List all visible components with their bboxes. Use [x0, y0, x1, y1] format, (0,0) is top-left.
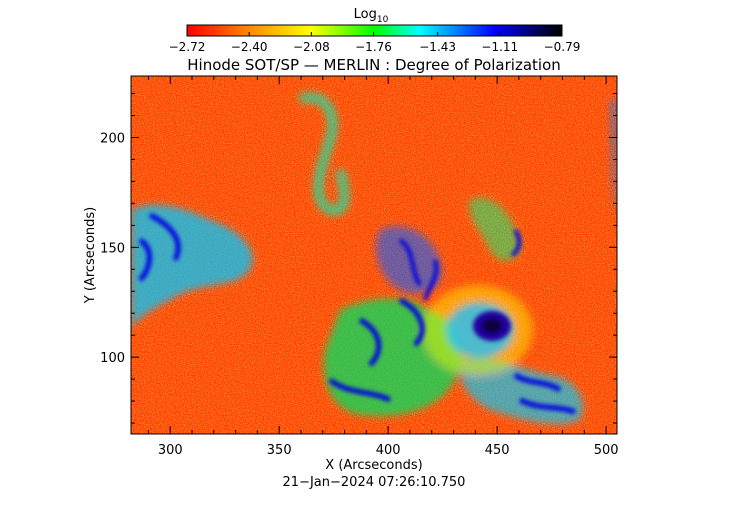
colorbar-ticks: −2.72 −2.40 −2.08 −1.76 −1.43 −1.11 −0.79	[169, 32, 581, 54]
colorbar	[186, 24, 563, 37]
y-tick-label: 100	[100, 351, 125, 366]
polarization-map	[131, 76, 617, 434]
colorbar-tick-label: −1.76	[355, 40, 392, 54]
x-axis-label: X (Arcseconds)	[325, 458, 422, 473]
x-tick-label: 350	[267, 443, 292, 458]
x-tick-label: 300	[158, 443, 183, 458]
colorbar-tick-label: −2.08	[293, 40, 330, 54]
colorbar-tick-label: −2.40	[231, 40, 268, 54]
x-tick-label: 450	[485, 443, 510, 458]
colorbar-tick-label: −2.72	[169, 40, 206, 54]
y-axis-ticks: 100 150 200	[100, 93, 617, 424]
x-tick-label: 400	[376, 443, 401, 458]
timestamp: 21−Jan−2024 07:26:10.750	[283, 475, 466, 490]
x-tick-label: 500	[594, 443, 619, 458]
plot-frame	[130, 75, 618, 435]
x-axis-ticks: 300 350 400 450 500	[147, 76, 619, 458]
colorbar-label: Log10	[354, 7, 389, 25]
y-axis-label: Y (Arcseconds)	[83, 207, 98, 304]
y-tick-label: 150	[100, 241, 125, 256]
colorbar-tick-label: −1.43	[419, 40, 456, 54]
y-tick-label: 200	[100, 131, 125, 146]
chart-title: Hinode SOT/SP — MERLIN : Degree of Polar…	[187, 56, 561, 74]
colorbar-tick-label: −0.79	[544, 40, 581, 54]
colorbar-tick-label: −1.11	[481, 40, 518, 54]
